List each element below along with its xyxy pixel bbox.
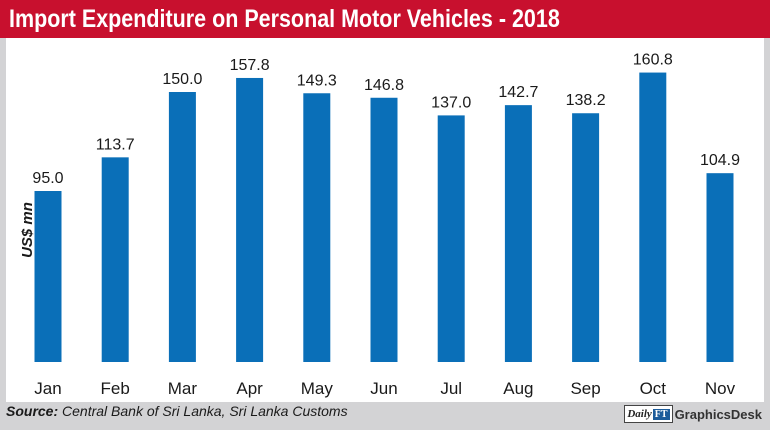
credit-text: GraphicsDesk bbox=[674, 406, 762, 422]
dailyft-logo: Daily FT bbox=[624, 405, 673, 423]
x-tick-nov: Nov bbox=[705, 379, 736, 398]
data-label-nov: 104.9 bbox=[700, 152, 740, 169]
data-label-jun: 146.8 bbox=[364, 77, 404, 94]
x-tick-may: May bbox=[301, 379, 334, 398]
bar-apr bbox=[236, 77, 264, 363]
data-label-mar: 150.0 bbox=[162, 71, 202, 88]
x-tick-oct: Oct bbox=[640, 379, 667, 398]
x-tick-jul: Jul bbox=[440, 379, 462, 398]
source-label: Source: bbox=[6, 403, 59, 419]
bar-nov bbox=[706, 173, 734, 362]
data-label-jul: 137.0 bbox=[431, 94, 471, 111]
x-tick-feb: Feb bbox=[101, 379, 130, 398]
bar-feb bbox=[101, 157, 129, 362]
data-label-may: 149.3 bbox=[297, 72, 337, 89]
bar-sep bbox=[572, 113, 600, 363]
data-label-jan: 95.0 bbox=[32, 170, 63, 187]
plot-panel: US$ mn 95.0 Jan 113.7 Feb 150.0 Mar 157.8 Apr 149… bbox=[6, 38, 764, 402]
y-axis-label: US$ mn bbox=[19, 202, 36, 258]
title-bar: Import Expenditure on Personal Motor Veh… bbox=[0, 0, 770, 38]
data-label-apr: 157.8 bbox=[230, 57, 270, 74]
x-tick-jun: Jun bbox=[370, 379, 397, 398]
logo-text: Daily bbox=[627, 408, 652, 420]
bar-aug bbox=[504, 105, 532, 362]
source-text: Central Bank of Sri Lanka, Sri Lanka Cus… bbox=[62, 403, 348, 419]
bar-may bbox=[303, 93, 331, 362]
x-tick-aug: Aug bbox=[503, 379, 533, 398]
x-tick-sep: Sep bbox=[570, 379, 600, 398]
x-tick-mar: Mar bbox=[168, 379, 198, 398]
logo-badge: FT bbox=[652, 408, 670, 420]
bar-mar bbox=[168, 92, 196, 362]
bar-jun bbox=[370, 97, 398, 362]
x-tick-apr: Apr bbox=[236, 379, 263, 398]
bar-chart: US$ mn 95.0 Jan 113.7 Feb 150.0 Mar 157.8 Apr 149… bbox=[19, 52, 740, 398]
bar-jul bbox=[437, 115, 465, 363]
bar-oct bbox=[639, 72, 667, 362]
data-label-sep: 138.2 bbox=[566, 92, 606, 109]
data-label-oct: 160.8 bbox=[633, 52, 673, 69]
chart-title: Import Expenditure on Personal Motor Veh… bbox=[9, 4, 560, 33]
x-tick-jan: Jan bbox=[34, 379, 61, 398]
data-label-feb: 113.7 bbox=[96, 136, 135, 153]
data-label-aug: 142.7 bbox=[498, 84, 538, 101]
graphics-credit: Daily FT GraphicsDesk bbox=[624, 404, 762, 424]
source-note: Source: Central Bank of Sri Lanka, Sri L… bbox=[6, 403, 348, 419]
bar-jan bbox=[34, 191, 62, 362]
